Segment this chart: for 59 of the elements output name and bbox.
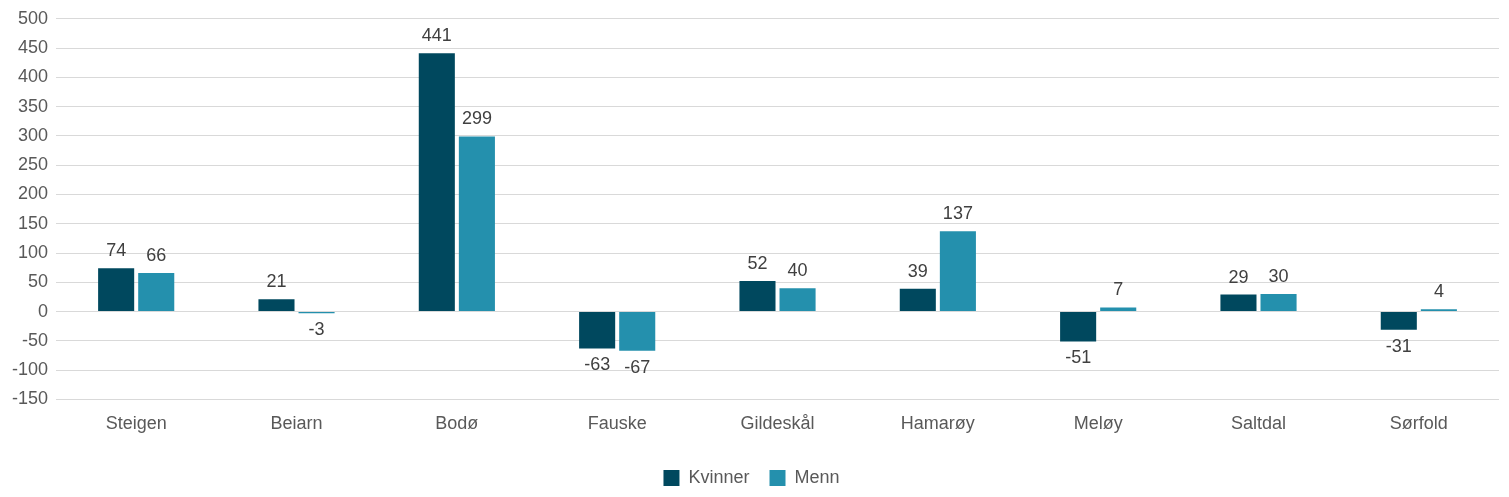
y-tick-label: 100 xyxy=(17,241,49,262)
bar xyxy=(579,312,616,349)
y-tick-label: -100 xyxy=(12,359,49,380)
y-tick-label: 200 xyxy=(17,183,49,204)
bar xyxy=(619,312,656,351)
bar xyxy=(1220,294,1257,312)
y-tick-label: -150 xyxy=(12,388,49,409)
bar xyxy=(739,281,776,312)
x-tick-label: Steigen xyxy=(105,413,167,434)
x-tick-label: Sørfold xyxy=(1389,413,1448,434)
bar xyxy=(899,288,936,312)
data-label: 4 xyxy=(1433,281,1444,302)
data-label: -63 xyxy=(584,354,611,375)
data-label: 40 xyxy=(787,260,808,281)
bar xyxy=(458,136,495,312)
bar xyxy=(939,231,976,312)
data-label: -31 xyxy=(1385,335,1412,356)
x-tick-label: Gildeskål xyxy=(740,413,815,434)
y-tick-label: 250 xyxy=(17,154,49,175)
data-label: 66 xyxy=(146,244,167,265)
bar xyxy=(1100,307,1137,312)
data-label: 21 xyxy=(266,271,287,292)
bar xyxy=(1260,294,1297,312)
bar xyxy=(98,268,135,312)
x-tick-label: Meløy xyxy=(1073,413,1123,434)
data-label: 441 xyxy=(421,25,452,46)
bar xyxy=(138,272,175,312)
bar xyxy=(779,288,816,312)
x-tick-label: Fauske xyxy=(587,413,647,434)
y-tick-label: 400 xyxy=(17,66,49,87)
legend-label: Menn xyxy=(794,466,840,487)
data-label: 30 xyxy=(1268,265,1289,286)
data-label: -3 xyxy=(308,319,325,340)
data-label: 74 xyxy=(106,240,127,261)
data-label: 39 xyxy=(907,260,928,281)
data-label: 7 xyxy=(1113,279,1124,300)
y-tick-label: 350 xyxy=(17,95,49,116)
y-tick-label: 0 xyxy=(38,300,49,321)
bar xyxy=(1380,312,1417,330)
y-tick-label: -50 xyxy=(22,329,49,350)
data-label: -67 xyxy=(624,356,651,377)
y-tick-label: 500 xyxy=(17,7,49,28)
data-label: 52 xyxy=(747,253,768,274)
data-label: -51 xyxy=(1065,347,1092,368)
data-label: 29 xyxy=(1228,266,1249,287)
y-tick-label: 450 xyxy=(17,37,49,58)
y-tick-label: 150 xyxy=(17,212,49,233)
x-tick-label: Beiarn xyxy=(270,413,323,434)
y-tick-label: 300 xyxy=(17,124,49,145)
x-tick-label: Hamarøy xyxy=(900,413,975,434)
y-tick-label: 50 xyxy=(28,271,49,292)
data-label: 299 xyxy=(461,108,492,129)
bar xyxy=(418,53,455,312)
x-tick-label: Saltdal xyxy=(1230,413,1287,434)
data-label: 137 xyxy=(942,203,973,224)
legend-label: Kvinner xyxy=(688,466,750,487)
x-tick-label: Bodø xyxy=(435,413,479,434)
bar xyxy=(258,299,295,312)
bar xyxy=(1060,312,1097,342)
